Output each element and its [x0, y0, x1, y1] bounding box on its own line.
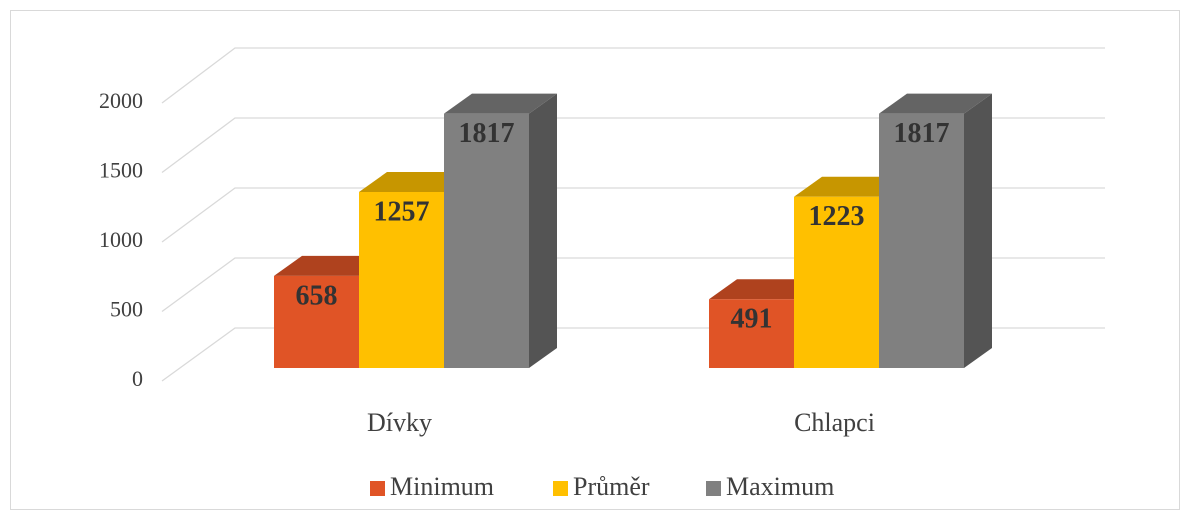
bar-front [444, 113, 529, 369]
grid-line [161, 117, 1105, 174]
legend-label: Maximum [726, 472, 834, 501]
grid-line [161, 47, 1105, 104]
bar-side [964, 93, 992, 369]
data-label: 1257 [374, 196, 430, 227]
data-label: 1223 [809, 201, 865, 232]
bar-top [359, 172, 472, 193]
y-tick-label: 1000 [99, 227, 143, 252]
y-tick-label: 1500 [99, 158, 143, 183]
bar-front [879, 113, 964, 369]
bar-top [879, 93, 992, 114]
bar [879, 93, 992, 369]
bar-side [529, 93, 557, 369]
bar-top [444, 93, 557, 114]
bar-top [794, 176, 907, 197]
data-label: 491 [731, 304, 773, 335]
x-tick-label: Dívky [367, 408, 432, 437]
legend-swatch [706, 481, 721, 496]
y-tick-label: 2000 [99, 88, 143, 113]
bar-front [709, 299, 794, 368]
x-tick-label: Chlapci [794, 408, 875, 437]
bar [444, 93, 557, 369]
bar-front [274, 275, 359, 368]
bar-front [794, 196, 879, 368]
legend-label: Minimum [390, 472, 494, 501]
bar-top [274, 255, 387, 276]
data-label: 658 [296, 280, 338, 311]
data-label: 1817 [459, 118, 515, 149]
legend-swatch [553, 481, 568, 496]
bar-top [709, 279, 822, 300]
y-tick-label: 500 [110, 297, 143, 322]
legend-swatch [370, 481, 385, 496]
y-tick-label: 0 [132, 366, 143, 391]
data-label: 1817 [894, 118, 950, 149]
legend-label: Průměr [573, 472, 650, 501]
bar-front [359, 192, 444, 368]
